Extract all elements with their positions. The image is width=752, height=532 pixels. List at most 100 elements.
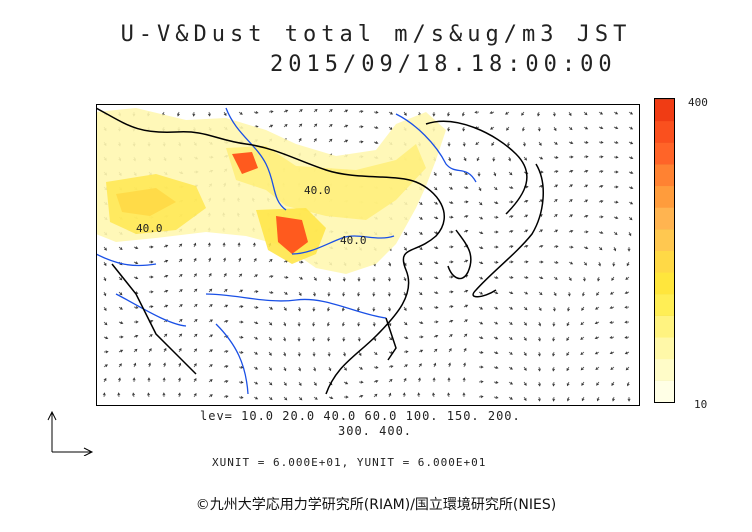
wind-arrow (133, 305, 139, 309)
wind-arrow (253, 305, 259, 309)
wind-arrow (208, 364, 213, 368)
wind-arrow (613, 246, 617, 252)
taiwan-coast (385, 317, 397, 361)
wind-arrow (538, 321, 542, 327)
wind-arrow (624, 335, 630, 339)
wind-arrow (327, 351, 331, 357)
wind-arrow (448, 362, 451, 368)
wind-arrow (418, 246, 423, 250)
korea-coast (447, 229, 472, 280)
wind-arrow (192, 111, 196, 117)
wind-arrow (595, 306, 600, 310)
wind-arrow (478, 321, 484, 325)
wind-arrow (342, 291, 346, 297)
copyright-notice: ©九州大学応用力学研究所(RIAM)/国立環境研究所(NIES) (195, 497, 557, 513)
wind-arrow (612, 396, 615, 402)
wind-arrow (238, 257, 242, 263)
wind-arrow (297, 321, 301, 327)
rivers (96, 107, 477, 395)
wind-arrow (462, 392, 466, 398)
wind-arrow (238, 320, 244, 324)
wind-arrow (358, 366, 363, 370)
wind-arrow (312, 306, 316, 312)
wind-arrow (433, 201, 439, 205)
wind-arrow (148, 290, 154, 294)
wind-arrow (537, 336, 541, 342)
wind-arrow (583, 140, 589, 144)
wind-arrow (208, 272, 212, 278)
wind-arrow (148, 305, 154, 309)
wind-arrow (433, 348, 438, 353)
wind-arrow (463, 304, 469, 308)
wind-arrow (433, 320, 439, 324)
wind-arrow (178, 377, 181, 383)
wind-arrow (432, 392, 436, 398)
wind-arrow (613, 185, 619, 189)
legend-band (655, 185, 674, 208)
wind-arrow (268, 306, 273, 310)
wind-arrow (612, 261, 616, 267)
wind-arrow (609, 306, 615, 310)
wind-arrow (343, 366, 347, 371)
wind-arrow (493, 321, 499, 325)
wind-arrow (523, 336, 527, 341)
wind-arrow (298, 260, 304, 264)
wind-arrow (598, 261, 602, 267)
wind-arrow (580, 351, 585, 355)
wind-arrow (508, 321, 513, 325)
wind-arrow (478, 291, 484, 295)
wind-arrow (553, 199, 558, 203)
wind-arrow (478, 201, 483, 206)
wind-arrow (493, 291, 499, 295)
wind-arrow (193, 392, 197, 398)
wind-arrow (387, 306, 391, 312)
wind-arrow (448, 230, 454, 234)
wind-arrow (523, 321, 527, 326)
wind-arrow (178, 304, 183, 308)
wind-arrow (223, 395, 229, 399)
wind-arrow (298, 137, 302, 143)
wind-arrow (403, 276, 407, 282)
wind-arrow (447, 111, 450, 117)
wind-arrow (328, 276, 332, 282)
wind-arrow (133, 348, 138, 353)
wind-arrow (474, 110, 480, 114)
wind-arrow (462, 141, 466, 147)
wind-arrow (312, 336, 316, 342)
wind-arrow (373, 141, 379, 145)
wind-arrow (521, 111, 525, 116)
wind-arrow (328, 366, 332, 372)
wind-arrow (493, 260, 499, 264)
wind-arrow (626, 261, 630, 267)
wind-arrow (268, 396, 273, 401)
wind-arrow (388, 392, 392, 398)
wind-arrow (117, 392, 121, 398)
wind-arrow (447, 126, 451, 132)
wind-arrow (478, 216, 484, 220)
wind-arrow (433, 362, 437, 368)
wind-arrow (522, 141, 526, 147)
wind-arrow (508, 245, 514, 249)
wind-arrow (553, 214, 558, 218)
wind-arrow (313, 108, 318, 113)
wind-arrow (418, 261, 423, 266)
wind-arrow (507, 141, 511, 147)
wind-arrow (283, 351, 287, 357)
wind-arrow (508, 366, 513, 370)
wind-arrow (283, 321, 287, 327)
wind-arrow (625, 366, 630, 371)
wind-arrow (598, 184, 604, 188)
wind-arrow (583, 261, 588, 266)
wind-arrow (493, 380, 499, 384)
wind-arrow (489, 111, 495, 115)
wind-arrow (598, 246, 603, 251)
wind-arrow (598, 215, 604, 219)
wind-arrow (418, 276, 423, 281)
legend-band (655, 337, 674, 360)
reference-vector-y-head (47, 410, 57, 421)
wind-arrow (237, 242, 241, 248)
wind-arrow (538, 260, 544, 264)
wind-arrow (582, 276, 586, 282)
wind-arrow (178, 347, 182, 353)
wind-arrow (610, 366, 615, 370)
